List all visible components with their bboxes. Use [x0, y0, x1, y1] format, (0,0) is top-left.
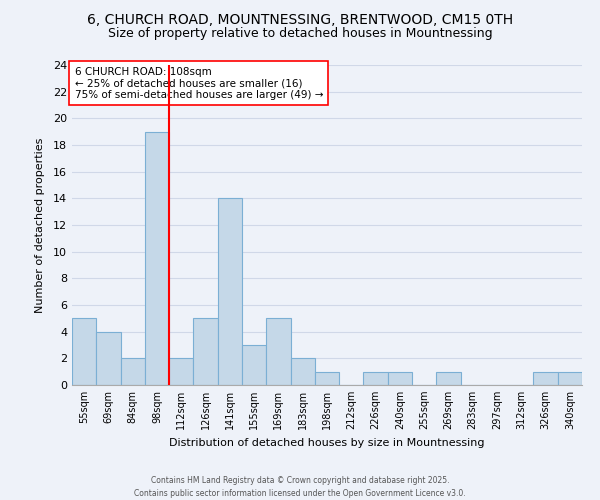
Text: Size of property relative to detached houses in Mountnessing: Size of property relative to detached ho… — [107, 28, 493, 40]
Bar — [193, 318, 218, 385]
Bar — [315, 372, 339, 385]
Bar — [218, 198, 242, 385]
Bar — [364, 372, 388, 385]
Bar — [558, 372, 582, 385]
Bar — [242, 345, 266, 385]
Text: 6, CHURCH ROAD, MOUNTNESSING, BRENTWOOD, CM15 0TH: 6, CHURCH ROAD, MOUNTNESSING, BRENTWOOD,… — [87, 12, 513, 26]
Bar — [266, 318, 290, 385]
Bar — [533, 372, 558, 385]
Bar — [290, 358, 315, 385]
X-axis label: Distribution of detached houses by size in Mountnessing: Distribution of detached houses by size … — [169, 438, 485, 448]
Bar — [145, 132, 169, 385]
Text: Contains HM Land Registry data © Crown copyright and database right 2025.
Contai: Contains HM Land Registry data © Crown c… — [134, 476, 466, 498]
Bar — [436, 372, 461, 385]
Text: 6 CHURCH ROAD: 108sqm
← 25% of detached houses are smaller (16)
75% of semi-deta: 6 CHURCH ROAD: 108sqm ← 25% of detached … — [74, 66, 323, 100]
Bar — [169, 358, 193, 385]
Bar — [96, 332, 121, 385]
Bar — [72, 318, 96, 385]
Bar — [388, 372, 412, 385]
Bar — [121, 358, 145, 385]
Y-axis label: Number of detached properties: Number of detached properties — [35, 138, 44, 312]
